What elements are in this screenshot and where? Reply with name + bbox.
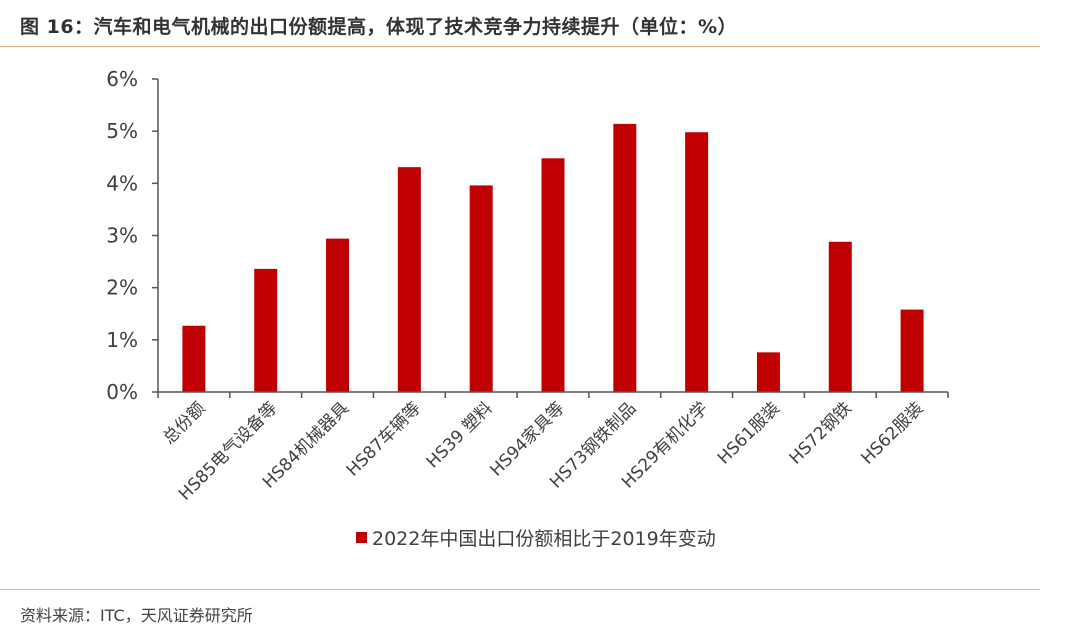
figure-title: 图 16：汽车和电气机械的出口份额提高，体现了技术竞争力持续提升（单位：%） [20,16,738,38]
bar [541,158,565,392]
y-tick-label: 5% [106,119,138,143]
bar [900,309,924,392]
y-tick-label: 3% [106,224,138,248]
y-tick-label: 6% [106,67,138,91]
bar [828,241,852,392]
legend-label: 2022年中国出口份额相比于2019年变动 [372,528,716,550]
bar-chart: 0% 1% 2% 3% 4% 5% 6% 总份额HS85电气设备等HS84机械器具HS87车… [106,67,949,550]
x-tick-label: HS87车辆等 [343,398,425,480]
bar [326,238,350,392]
bar [613,123,637,392]
bars [182,123,924,392]
bar [469,185,493,392]
bar [182,325,206,392]
x-tick-label: HS72钢铁 [786,398,856,468]
legend-swatch [356,532,367,543]
y-tick-label: 1% [106,328,138,352]
x-tick-label: HS39 塑料 [423,398,497,472]
source-note: 资料来源：ITC，天风证券研究所 [20,606,253,625]
bottom-divider [0,589,1040,590]
x-tick-label: 总份额 [159,398,209,448]
x-axis-ticks [157,392,949,398]
top-divider [0,46,1040,47]
legend: 2022年中国出口份额相比于2019年变动 [356,528,716,550]
bar [254,268,278,392]
bar [397,167,421,392]
x-tick-label: HS61服装 [714,398,784,468]
y-tick-label: 2% [106,276,138,300]
y-axis-ticks: 0% 1% 2% 3% 4% 5% 6% [106,67,158,404]
x-tick-label: HS62服装 [857,398,927,468]
bar [685,132,709,392]
bar [756,352,780,392]
y-tick-label: 0% [106,380,138,404]
y-tick-label: 4% [106,171,138,195]
